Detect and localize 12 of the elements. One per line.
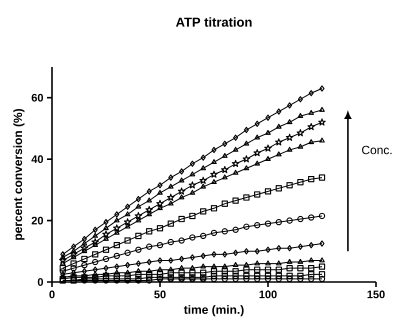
x-tick-label: 150 — [368, 290, 385, 298]
x-axis-title: time (min.) — [184, 305, 244, 316]
y-tick-label: 20 — [32, 216, 44, 224]
x-tick-label: 100 — [260, 290, 277, 298]
annotation: Conc. — [362, 146, 392, 154]
y-tick-label: 60 — [32, 94, 44, 102]
y-tick-label: 40 — [31, 155, 44, 164]
x-tick-label: 50 — [154, 290, 166, 298]
y-tick-label: 0 — [38, 278, 44, 286]
y-axis-title: percent conversion (%) — [13, 109, 24, 240]
x-tick-label: 0 — [49, 290, 55, 298]
chart-title: ATP titration — [176, 17, 252, 27]
